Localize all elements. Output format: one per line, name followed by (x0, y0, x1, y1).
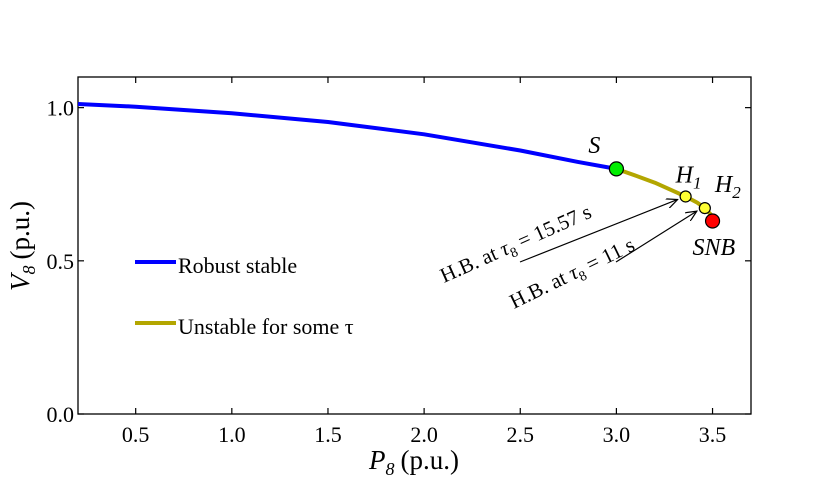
point-marker-s (608, 161, 625, 177)
plot-area-frame (77, 76, 752, 415)
annotations: H.B. at τ8 = 15.57 sH.B. at τ8 = 11 s (436, 199, 697, 313)
legend-label-robust-stable: Robust stable (178, 253, 297, 278)
x-tick-label: 3.0 (603, 422, 631, 447)
x-axis-label: P8 (p.u.) (368, 445, 459, 479)
point-marker-h1 (679, 190, 692, 203)
y-tick-label: 0.5 (47, 249, 75, 274)
point-label-h2: H2 (714, 172, 741, 202)
annotation-arrow (615, 211, 697, 263)
y-tick-label: 1.0 (47, 96, 75, 121)
annotation-arrow (519, 199, 678, 263)
x-tick-label: 0.5 (122, 422, 150, 447)
legend-label-unstable: Unstable for some τ (178, 314, 354, 339)
x-tick-label: 2.0 (410, 422, 438, 447)
x-tick-label: 3.5 (699, 422, 727, 447)
point-marker-snb (704, 213, 721, 229)
y-axis-label: V8(p.u.) (5, 201, 39, 291)
axis-ticks: 0.5 1.0 1.5 2.0 2.5 3.0 3.5 0.0 0.5 1.0 (47, 77, 751, 447)
x-tick-label: 1.0 (218, 422, 246, 447)
x-tick-label: 1.5 (314, 422, 342, 447)
point-label-h1: H1 (675, 162, 702, 192)
y-tick-label: 0.0 (47, 402, 75, 427)
x-tick-label: 2.5 (507, 422, 535, 447)
point-label-s: S (588, 133, 600, 159)
series-curves (77, 102, 714, 218)
point-marker-h2 (698, 202, 711, 215)
point-markers: S H1 H2 SNB (588, 133, 741, 261)
legend: Robust stable Unstable for some τ (135, 253, 354, 339)
point-label-snb: SNB (693, 235, 736, 261)
series-line-0 (77, 102, 617, 171)
